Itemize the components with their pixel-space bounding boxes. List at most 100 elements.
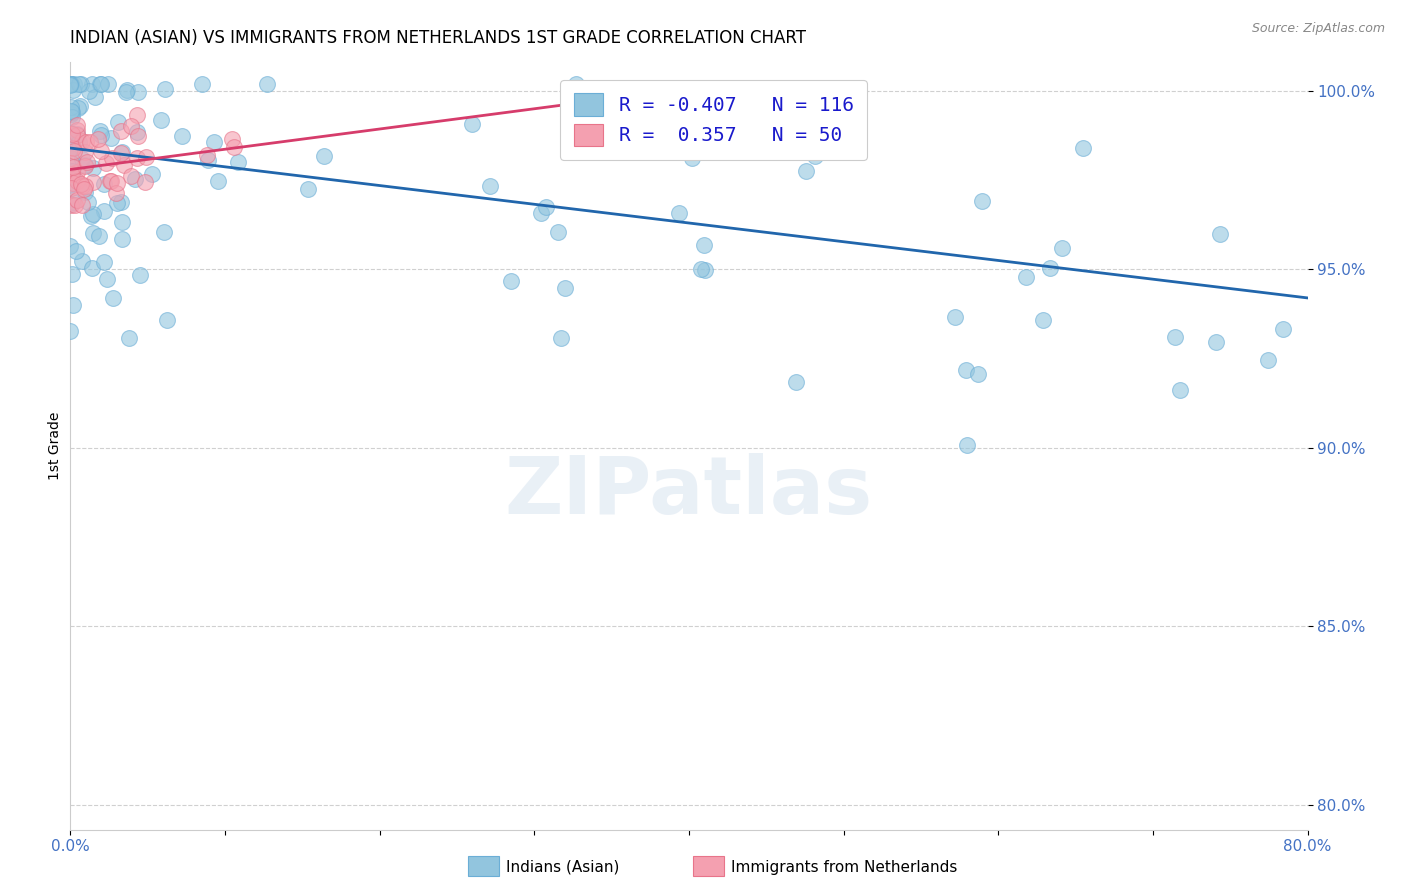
Point [127, 85, 149, 99]
Point [226, 155, 249, 169]
Point [62, 176, 84, 190]
Point [82, 161, 104, 175]
Point [100, 174, 122, 188]
Point [1205, 335, 1227, 350]
Text: Source: ZipAtlas.com: Source: ZipAtlas.com [1251, 22, 1385, 36]
Point [693, 238, 716, 252]
Point [90, 144, 112, 158]
Point [59, 103, 82, 118]
Point [70, 198, 93, 212]
Point [970, 194, 993, 209]
Point [62, 298, 84, 312]
Point [112, 158, 135, 172]
Point [65, 244, 87, 258]
Point [62, 169, 84, 184]
Point [1170, 383, 1192, 397]
Point [82, 260, 104, 275]
Point [501, 274, 523, 288]
Point [96, 272, 118, 286]
Legend: R = -0.407   N = 116, R =  0.357   N = 50: R = -0.407 N = 116, R = 0.357 N = 50 [560, 79, 868, 160]
Point [115, 83, 138, 97]
Point [111, 145, 134, 159]
Point [93, 177, 115, 191]
Text: ZIPatlas: ZIPatlas [505, 453, 873, 531]
Point [794, 164, 817, 178]
Point [134, 175, 156, 189]
Point [63, 144, 86, 158]
Point [69, 77, 91, 91]
Point [66, 127, 89, 141]
Point [60, 151, 83, 165]
Point [59, 100, 82, 114]
Point [66, 174, 89, 188]
Point [62, 141, 84, 155]
Point [222, 140, 245, 154]
Point [59, 178, 82, 193]
Point [70, 177, 93, 191]
Point [1050, 241, 1073, 255]
Point [534, 200, 557, 214]
Point [59, 155, 82, 169]
Point [115, 85, 138, 99]
Point [62, 194, 84, 209]
Point [65, 198, 87, 212]
Point [89, 229, 111, 244]
Point [127, 129, 149, 144]
Point [155, 82, 177, 96]
Point [73, 159, 96, 173]
Point [66, 165, 89, 179]
Point [135, 150, 157, 164]
Point [59, 126, 82, 140]
Point [82, 226, 104, 240]
Point [110, 146, 132, 161]
Point [141, 168, 163, 182]
Point [62, 160, 84, 174]
Point [66, 123, 89, 137]
Point [90, 77, 112, 91]
Point [97, 77, 120, 91]
Point [59, 324, 82, 338]
Point [72, 179, 94, 194]
Point [59, 177, 82, 191]
Point [101, 151, 124, 165]
Point [67, 77, 90, 91]
Point [77, 84, 100, 98]
Point [690, 261, 713, 276]
Point [82, 77, 104, 91]
Point [60, 77, 83, 91]
Point [195, 148, 218, 162]
Point [110, 124, 132, 138]
Point [79, 136, 101, 150]
Point [76, 155, 98, 169]
Point [120, 119, 142, 133]
Point [59, 239, 82, 253]
Point [105, 177, 128, 191]
Point [170, 129, 193, 144]
Point [60, 105, 83, 120]
Point [668, 206, 690, 220]
Point [60, 163, 83, 178]
Point [547, 225, 569, 239]
Point [110, 232, 132, 246]
Text: Indians (Asian): Indians (Asian) [506, 860, 620, 875]
Point [221, 132, 243, 146]
Point [128, 268, 150, 282]
Point [60, 127, 83, 141]
Point [118, 331, 141, 345]
Point [82, 175, 104, 189]
Point [297, 182, 319, 196]
Point [73, 158, 96, 172]
Point [89, 124, 111, 138]
Point [127, 125, 149, 139]
Point [89, 77, 111, 91]
Point [63, 77, 86, 91]
Point [197, 153, 219, 168]
Y-axis label: 1st Grade: 1st Grade [48, 412, 62, 480]
Point [96, 156, 118, 170]
Point [59, 167, 82, 181]
Point [70, 134, 93, 148]
Point [69, 99, 91, 113]
Point [693, 263, 716, 277]
Point [125, 108, 148, 122]
Point [530, 206, 553, 220]
